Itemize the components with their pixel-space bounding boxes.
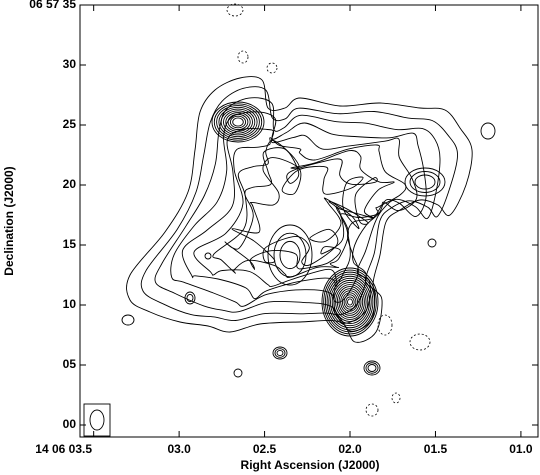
contour: [367, 364, 377, 372]
contour: [272, 346, 288, 360]
x-axis-title: Right Ascension (J2000): [241, 458, 380, 472]
contour: [279, 240, 301, 270]
x-tick-label: 14 06 03.5: [35, 442, 92, 456]
contour: [331, 279, 369, 325]
contour: [154, 97, 441, 324]
contour: [409, 171, 441, 193]
contour: [140, 86, 458, 332]
negative-contour: [365, 403, 379, 417]
contour: [184, 291, 196, 305]
contour: [404, 167, 446, 197]
y-tick-label: 15: [63, 237, 77, 251]
contour: [336, 286, 364, 318]
contour: [170, 111, 427, 316]
y-axis-title: Declination (J2000): [2, 166, 16, 275]
contour: [233, 368, 243, 378]
contour: [126, 76, 473, 343]
negative-contour: [226, 3, 244, 17]
contour: [273, 232, 307, 278]
y-tick-label: 05: [63, 357, 77, 371]
negative-contour: [266, 62, 278, 74]
contour: [480, 122, 496, 140]
contour: [225, 112, 251, 132]
y-tick-label: 10: [63, 297, 77, 311]
y-tick-label: 06 57 35: [29, 0, 76, 11]
y-tick-label: 30: [63, 57, 77, 71]
negative-contour: [377, 314, 393, 336]
beam-box: [83, 403, 111, 437]
contour: [343, 294, 357, 310]
contour: [335, 284, 365, 320]
negative-contour: [237, 50, 249, 64]
contour: [326, 273, 374, 331]
x-tick-label: 03.0: [167, 442, 191, 456]
contour: [328, 275, 372, 329]
contour: [216, 105, 260, 139]
contour: [227, 113, 249, 131]
contour: [213, 103, 263, 141]
contour: [330, 277, 370, 327]
plot-frame: [79, 4, 539, 438]
y-tick-label: 25: [63, 117, 77, 131]
y-tick-label: 20: [63, 177, 77, 191]
contour: [323, 269, 377, 335]
contour: [340, 290, 360, 314]
contour: [345, 296, 355, 308]
contour: [231, 157, 364, 266]
contour: [232, 117, 244, 127]
x-tick-label: 01.0: [509, 442, 533, 456]
contour: [121, 314, 135, 326]
x-tick-label: 02.5: [253, 442, 277, 456]
contour: [229, 115, 247, 129]
negative-contour: [409, 333, 431, 351]
contour: [321, 267, 379, 337]
contour: [204, 252, 212, 260]
contour: [274, 348, 286, 358]
contour: [212, 140, 395, 278]
contour: [181, 127, 418, 303]
contour: [218, 106, 258, 138]
contour: [341, 292, 359, 312]
contour: [267, 224, 313, 286]
contour: [427, 238, 437, 248]
contour: [224, 147, 378, 270]
contour: [365, 362, 379, 374]
contour: [333, 282, 367, 323]
x-tick-label: 01.5: [424, 442, 448, 456]
beam: [89, 409, 105, 431]
contour: [211, 101, 265, 143]
contour-map: [121, 3, 496, 417]
contour: [324, 271, 376, 333]
x-tick-label: 02.0: [338, 442, 362, 456]
contour: [193, 137, 407, 288]
negative-contour: [391, 392, 401, 404]
contour: [338, 288, 362, 316]
contour: [414, 174, 436, 190]
y-tick-label: 00: [63, 417, 77, 431]
contour: [186, 293, 194, 303]
contour: [276, 349, 284, 357]
contour: [363, 360, 381, 376]
contour: [223, 110, 253, 134]
contour: [347, 298, 353, 306]
contour: [220, 108, 256, 136]
